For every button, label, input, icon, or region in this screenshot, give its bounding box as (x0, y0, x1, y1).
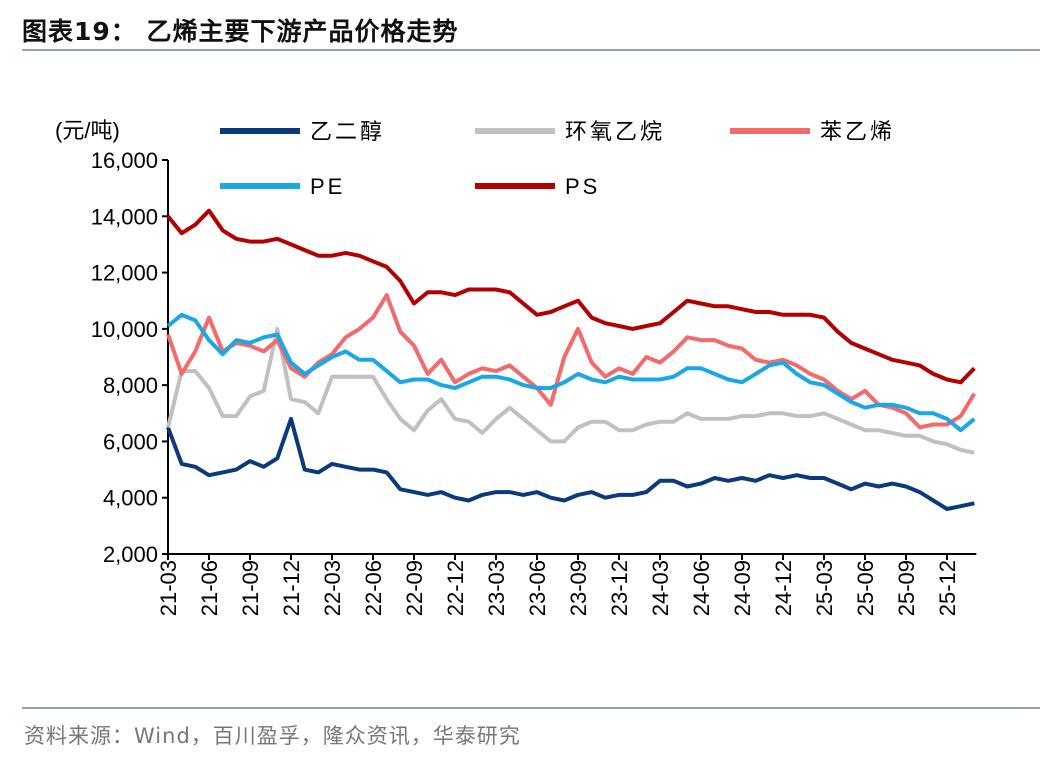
x-tick-label: 25-03 (812, 560, 837, 616)
source-note: 资料来源：Wind，百川盈孚，隆众资讯，华泰研究 (24, 724, 521, 748)
x-tick-label: 22-03 (320, 560, 345, 616)
x-tick-label: 23-09 (566, 560, 591, 616)
legend-label: 环氧乙烷 (565, 119, 665, 144)
x-tick-label: 25-06 (853, 560, 878, 616)
legend: 乙二醇 环氧乙烷 苯乙烯 PE PS (220, 119, 895, 199)
x-tick-label: 23-12 (607, 560, 632, 616)
x-tick-label: 25-09 (894, 560, 919, 616)
series-lines (166, 208, 977, 511)
x-tick-label: 24-03 (648, 560, 673, 616)
x-tick-label: 25-12 (935, 560, 960, 616)
x-tick-label: 21-06 (197, 560, 222, 616)
x-tick-label: 22-12 (443, 560, 468, 616)
series-line-苯乙烯 (166, 293, 977, 430)
header-divider (22, 49, 1040, 51)
x-tick-label: 21-09 (238, 560, 263, 616)
x-tick-label: 22-06 (361, 560, 386, 616)
x-tick-label: 24-06 (689, 560, 714, 616)
y-tick-label: 10,000 (91, 317, 158, 342)
legend-label: 苯乙烯 (820, 119, 895, 144)
x-tick-label: 24-12 (771, 560, 796, 616)
unit-label: (元/吨) (55, 118, 120, 143)
x-tick-label: 23-06 (525, 560, 550, 616)
y-tick-label: 8,000 (103, 373, 158, 398)
legend-label: 乙二醇 (310, 119, 385, 144)
y-tick-label: 12,000 (91, 261, 158, 286)
legend-label: PE (310, 174, 345, 199)
series-line-PS (166, 208, 976, 385)
y-tick-label: 2,000 (103, 542, 158, 567)
chart-title: 图表19： 乙烯主要下游产品价格走势 (22, 17, 459, 46)
footer-divider (22, 707, 1040, 709)
y-tick-label: 4,000 (103, 486, 158, 511)
series-line-PE (166, 312, 976, 433)
axes: 2,000 4,000 6,000 8,000 10,000 12,000 14,000 16… (91, 148, 977, 616)
series-line-乙二醇 (166, 416, 975, 511)
x-tick-label: 23-03 (484, 560, 509, 616)
series-line-环氧乙烷 (166, 326, 975, 455)
y-tick-label: 6,000 (103, 429, 158, 454)
x-tick-label: 21-03 (156, 560, 181, 616)
legend-label: PS (565, 174, 600, 199)
y-tick-label: 16,000 (91, 148, 158, 173)
y-tick-label: 14,000 (91, 204, 158, 229)
x-tick-label: 24-09 (730, 560, 755, 616)
x-tick-label: 22-09 (402, 560, 427, 616)
x-tick-label: 21-12 (279, 560, 304, 616)
